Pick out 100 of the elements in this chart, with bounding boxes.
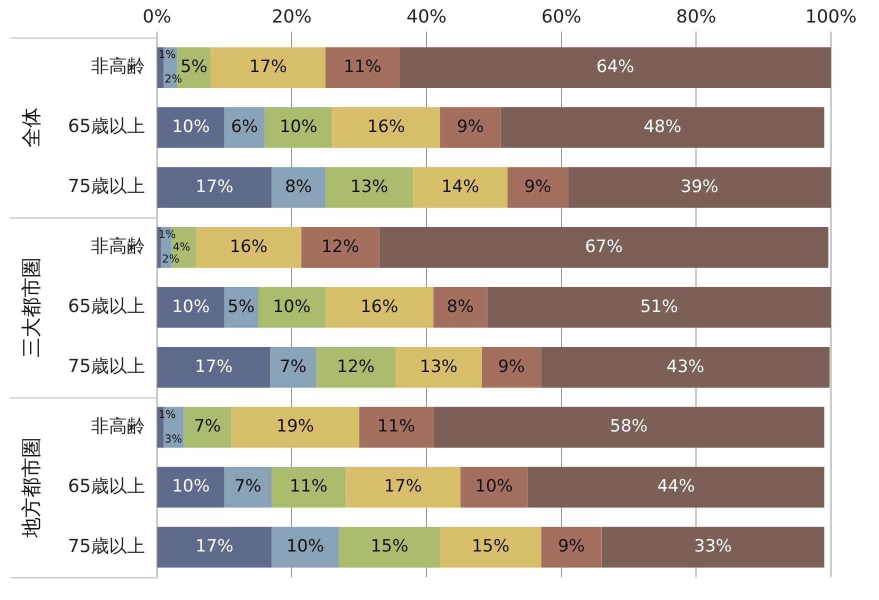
bar xyxy=(528,466,824,508)
x-tick-label: 80% xyxy=(676,6,716,28)
x-tick-label: 20% xyxy=(272,6,312,28)
data-label: 33% xyxy=(694,536,732,557)
bar xyxy=(460,466,528,508)
bar xyxy=(379,227,828,268)
bar xyxy=(157,107,224,148)
data-label: 1% xyxy=(158,228,176,242)
data-label: 15% xyxy=(370,536,408,557)
bar xyxy=(413,167,508,208)
data-label: 7% xyxy=(194,416,221,437)
data-label: 39% xyxy=(680,176,718,197)
data-label: 13% xyxy=(420,356,458,377)
data-label: 67% xyxy=(584,236,623,257)
bar xyxy=(272,167,326,208)
data-label: 7% xyxy=(234,476,262,497)
data-label: 2% xyxy=(162,252,180,266)
bar xyxy=(396,346,482,388)
data-label: 16% xyxy=(230,236,268,257)
data-label: 14% xyxy=(441,176,480,197)
bar xyxy=(338,526,440,568)
bar xyxy=(264,107,332,148)
bar xyxy=(541,526,602,568)
data-label: 17% xyxy=(384,476,422,497)
y-tick-label: 75歳以上 xyxy=(68,536,145,557)
bar xyxy=(359,406,434,448)
data-label: 15% xyxy=(472,536,510,557)
bar xyxy=(440,526,542,568)
bar xyxy=(272,466,346,508)
bar xyxy=(157,227,161,268)
bar xyxy=(507,167,568,208)
data-label: 13% xyxy=(350,176,388,197)
data-label: 3% xyxy=(164,432,182,446)
bar xyxy=(332,107,440,148)
data-label: 10% xyxy=(272,296,311,317)
data-label: 17% xyxy=(249,57,288,77)
data-label: 11% xyxy=(290,476,328,497)
bar xyxy=(224,466,272,508)
text: 全体 xyxy=(19,108,44,148)
data-label: 9% xyxy=(524,176,552,197)
data-label: 10% xyxy=(280,116,318,137)
bar xyxy=(433,406,824,448)
data-label: 6% xyxy=(231,116,258,137)
data-label: 19% xyxy=(276,416,314,437)
y-tick-label: 75歳以上 xyxy=(68,356,145,378)
bar xyxy=(157,466,224,508)
data-label: 17% xyxy=(194,356,233,377)
x-tick-label: 100% xyxy=(805,6,857,28)
y-tick-label: 75歳以上 xyxy=(68,176,145,198)
bar xyxy=(325,47,400,88)
y-tick-label: 65歳以上 xyxy=(68,116,145,138)
data-label: 10% xyxy=(172,476,210,497)
data-label: 8% xyxy=(446,296,474,317)
data-label: 7% xyxy=(280,356,307,377)
y-tick-label: 65歳以上 xyxy=(68,296,145,318)
bar xyxy=(157,526,272,568)
bar xyxy=(568,167,831,208)
data-label: 4% xyxy=(172,240,190,254)
data-label: 11% xyxy=(377,416,416,437)
bar xyxy=(196,227,302,268)
data-label: 9% xyxy=(498,356,525,377)
data-label: 2% xyxy=(164,72,182,86)
data-label: 51% xyxy=(640,296,678,317)
x-tick-label: 40% xyxy=(406,6,447,28)
data-label: 43% xyxy=(666,356,704,377)
data-label: 9% xyxy=(456,116,484,137)
data-label: 12% xyxy=(321,236,360,257)
data-label: 1% xyxy=(158,48,176,62)
bar xyxy=(433,287,488,328)
bar xyxy=(346,466,460,508)
bar xyxy=(316,346,396,388)
data-label: 10% xyxy=(475,476,513,497)
y-tick-label: 非高齢 xyxy=(90,56,145,78)
data-label: 11% xyxy=(344,57,382,77)
bar xyxy=(400,47,831,88)
bar xyxy=(157,287,224,328)
data-label: 16% xyxy=(360,296,398,317)
data-label: 5% xyxy=(228,296,255,317)
data-label: 10% xyxy=(172,296,210,317)
bar xyxy=(325,287,434,328)
bar xyxy=(301,227,380,268)
bar xyxy=(602,526,824,568)
data-label: 17% xyxy=(196,536,234,557)
data-label: 64% xyxy=(596,57,634,77)
bar xyxy=(482,346,542,388)
bar xyxy=(157,167,272,208)
data-label: 17% xyxy=(196,176,234,197)
bar xyxy=(184,406,232,448)
text: 三大都市圏 xyxy=(19,257,44,358)
y-tick-label: 非高齢 xyxy=(90,236,145,258)
bar xyxy=(270,346,316,388)
bar xyxy=(272,526,339,568)
data-label: 12% xyxy=(336,356,375,377)
bar xyxy=(224,287,258,328)
data-label: 5% xyxy=(180,57,208,77)
bar xyxy=(157,346,270,388)
data-label: 10% xyxy=(172,116,210,137)
bar xyxy=(487,287,831,328)
bar xyxy=(541,346,830,388)
data-label: 44% xyxy=(657,476,695,497)
